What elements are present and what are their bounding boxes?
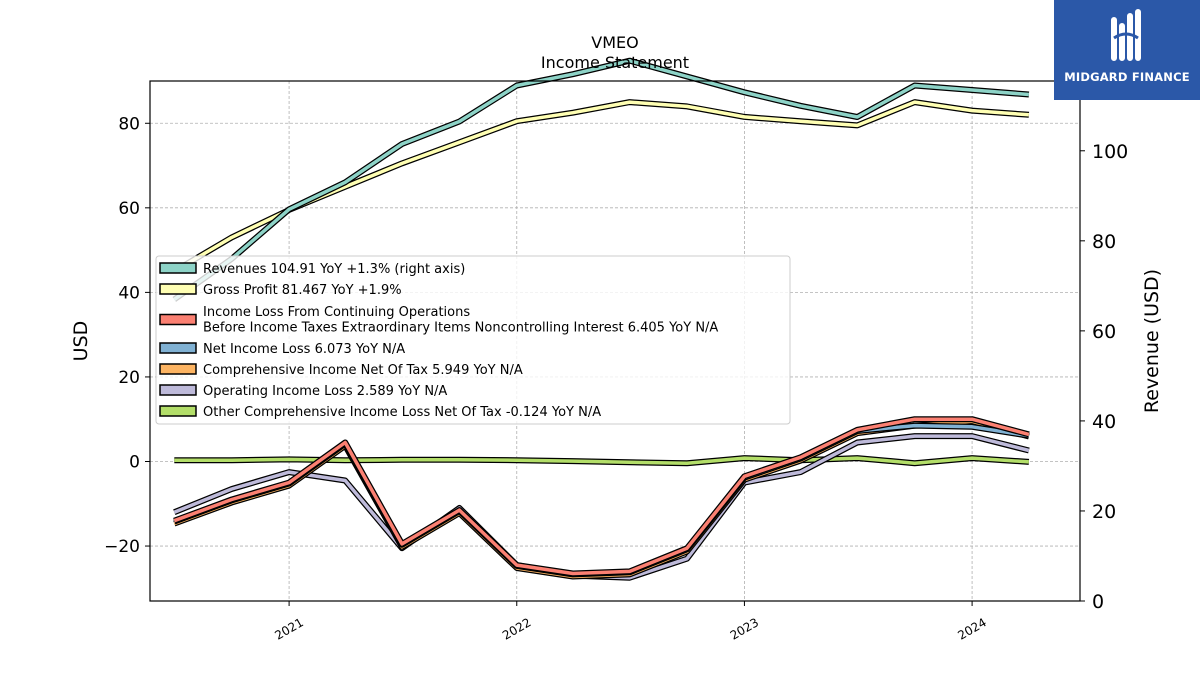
series-outline-gross-profit	[172, 99, 1030, 274]
legend-label: Other Comprehensive Income Loss Net Of T…	[203, 405, 601, 420]
series-outline-income-loss-from-continuing-operations-before-income-taxes-extraordinary-items-noncontrolling-interest	[173, 416, 1030, 577]
y-axis-label: USD	[70, 321, 92, 362]
legend-swatch	[159, 405, 197, 417]
legend-label: Before Income Taxes Extraordinary Items …	[203, 321, 718, 336]
y-right-tick-label: 0	[1092, 591, 1104, 613]
legend-label: Comprehensive Income Net Of Tax 5.949 Yo…	[203, 363, 523, 378]
legend-swatch	[159, 283, 197, 295]
y-tick-label: 20	[118, 368, 140, 388]
y-axis-right-label: Revenue (USD)	[1141, 269, 1163, 413]
legend-box	[155, 255, 791, 425]
legend-swatch	[159, 342, 197, 354]
chart-title: VMEO	[591, 33, 638, 52]
series-lines	[172, 57, 1030, 581]
legend-label: Income Loss From Continuing Operations	[203, 305, 470, 320]
y-tick-label: −20	[104, 537, 140, 557]
y-tick-label: 60	[118, 199, 140, 219]
legend-swatch	[159, 313, 197, 326]
legend-label: Revenues 104.91 YoY +1.3% (right axis)	[203, 262, 465, 277]
y-right-tick-label: 60	[1092, 321, 1116, 343]
logo-text: MIDGARD FINANCE	[1064, 70, 1190, 84]
series-line-revenues	[173, 58, 1030, 301]
y-tick-label: 40	[118, 283, 140, 303]
x-tick-label: 2023	[728, 615, 761, 642]
midgard-finance-logo: MIDGARD FINANCE	[1054, 0, 1200, 100]
plot-frame	[149, 80, 1081, 602]
y-right-tick-label: 80	[1092, 231, 1116, 253]
legend-label: Operating Income Loss 2.589 YoY N/A	[203, 384, 447, 399]
series-line-income-loss-from-continuing-operations-before-income-taxes-extraordinary-items-noncontrolling-interest	[173, 417, 1030, 576]
y-right-tick-label: 20	[1092, 501, 1116, 523]
x-tick-label: 2024	[955, 615, 988, 642]
logo-mark-icon	[1111, 9, 1141, 61]
y-right-tick-label: 100	[1092, 141, 1128, 163]
series-line-net-income-loss	[173, 423, 1030, 577]
series-outline-comprehensive-income-net-of-tax	[173, 418, 1030, 580]
y-tick-label: 0	[129, 452, 140, 472]
series-line-gross-profit	[173, 100, 1030, 273]
legend-label: Net Income Loss 6.073 YoY N/A	[203, 342, 405, 357]
y-tick-label: 80	[118, 114, 140, 134]
series-line-comprehensive-income-net-of-tax	[173, 419, 1030, 579]
chart-subtitle: Income Statement	[541, 53, 689, 72]
x-tick-label: 2021	[272, 615, 305, 642]
legend-swatch	[159, 384, 197, 396]
legend-swatch	[159, 363, 197, 375]
legend-swatch	[159, 262, 197, 274]
series-outline-net-income-loss	[173, 422, 1030, 578]
legend: Revenues 104.91 YoY +1.3% (right axis) Gr…	[155, 255, 791, 425]
legend-label: Gross Profit 81.467 YoY +1.9%	[203, 283, 402, 298]
y-right-tick-label: 40	[1092, 411, 1116, 433]
x-tick-label: 2022	[500, 615, 533, 642]
